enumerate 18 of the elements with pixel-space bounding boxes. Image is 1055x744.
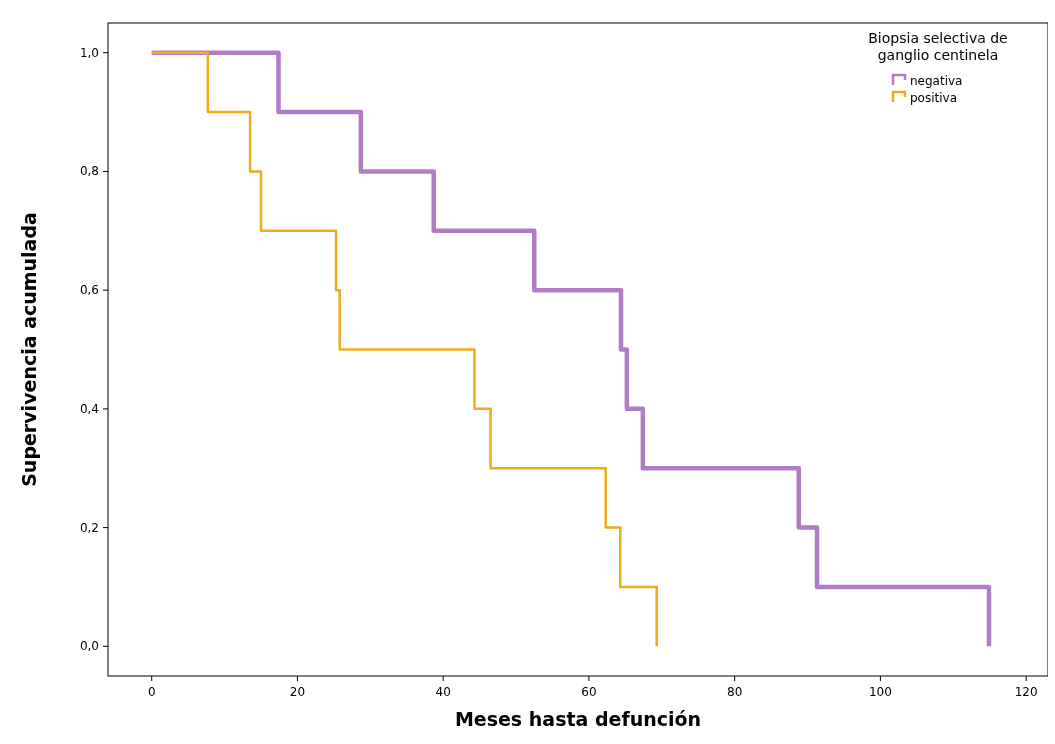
legend-label: negativa [910, 74, 963, 88]
x-tick-label: 60 [581, 685, 597, 699]
y-tick-label: 0,0 [79, 639, 99, 654]
legend-label: positiva [910, 91, 958, 105]
x-tick-label: 80 [727, 685, 743, 699]
x-tick-label: 120 [1014, 685, 1038, 699]
y-tick-label: 0,4 [79, 401, 99, 416]
x-tick-label: 20 [289, 685, 306, 699]
x-tick-label: 40 [435, 685, 451, 699]
legend-title: Biopsia selectiva de ganglio centinela [868, 30, 1008, 63]
y-tick-label: 0,8 [79, 164, 99, 179]
y-tick-label: 0,6 [79, 283, 99, 298]
x-axis-title: Meses hasta defunción [454, 708, 702, 730]
y-tick-label: 1,0 [79, 45, 99, 60]
x-tick-label: 100 [868, 685, 892, 699]
y-axis-title: Supervivencia acumulada [18, 212, 40, 487]
x-tick-label: 0 [147, 685, 156, 699]
y-tick-label: 0,2 [79, 520, 99, 535]
